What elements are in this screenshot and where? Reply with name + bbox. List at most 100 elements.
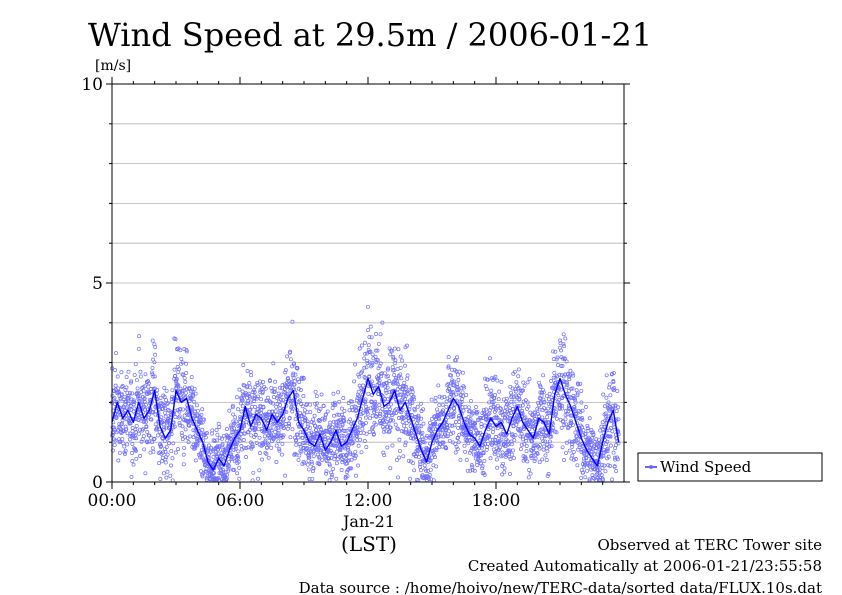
scatter-point xyxy=(421,407,426,412)
scatter-points xyxy=(110,304,621,483)
scatter-point xyxy=(405,343,409,348)
scatter-point xyxy=(601,392,606,397)
scatter-point xyxy=(371,430,375,434)
scatter-point xyxy=(311,417,316,422)
scatter-point xyxy=(608,426,613,430)
scatter-point xyxy=(146,384,151,389)
scatter-point xyxy=(199,454,204,459)
scatter-point xyxy=(308,410,313,415)
scatter-point xyxy=(327,478,332,483)
scatter-point xyxy=(399,429,404,434)
scatter-point xyxy=(340,412,345,417)
scatter-point xyxy=(168,473,173,478)
grid-lines xyxy=(112,123,624,443)
scatter-point xyxy=(392,373,397,377)
scatter-point xyxy=(336,423,341,428)
scatter-point xyxy=(588,446,593,451)
scatter-point xyxy=(199,469,203,474)
scatter-point xyxy=(571,373,576,378)
scatter-point xyxy=(561,332,566,337)
scatter-point xyxy=(388,352,393,357)
scatter-point xyxy=(183,390,188,395)
scatter-point xyxy=(574,388,579,393)
scatter-point xyxy=(237,476,242,481)
scatter-point xyxy=(612,455,617,460)
scatter-point xyxy=(500,413,505,418)
scatter-point xyxy=(460,370,465,375)
scatter-point xyxy=(607,385,612,390)
scatter-point xyxy=(560,445,565,450)
scatter-point xyxy=(291,371,296,376)
scatter-point xyxy=(356,425,361,430)
scatter-point xyxy=(591,452,596,457)
scatter-point xyxy=(151,449,156,454)
scatter-point xyxy=(398,372,403,377)
scatter-point xyxy=(325,409,330,414)
scatter-point xyxy=(174,377,179,382)
scatter-point xyxy=(501,461,505,466)
x-tick-label: 12:00 xyxy=(344,491,393,511)
scatter-point xyxy=(283,422,288,426)
scatter-point xyxy=(573,430,578,435)
scatter-point xyxy=(405,391,410,396)
scatter-point xyxy=(547,439,552,444)
scatter-point xyxy=(365,411,370,416)
scatter-point xyxy=(343,459,348,464)
scatter-point xyxy=(276,431,281,436)
scatter-point xyxy=(249,373,254,378)
scatter-point xyxy=(616,417,621,422)
scatter-point xyxy=(579,388,584,393)
scatter-point xyxy=(163,460,168,465)
scatter-point xyxy=(216,475,221,480)
scatter-point xyxy=(442,394,447,399)
scatter-point xyxy=(391,418,395,423)
scatter-point xyxy=(477,446,482,451)
scatter-point xyxy=(545,473,550,478)
scatter-point xyxy=(523,415,528,420)
y-axis: 0 5 10 xyxy=(81,75,630,493)
scatter-point xyxy=(363,415,368,420)
scatter-point xyxy=(348,417,353,422)
scatter-point xyxy=(313,389,318,394)
scatter-point xyxy=(240,428,245,433)
scatter-point xyxy=(546,472,551,476)
scatter-point xyxy=(385,381,390,386)
scatter-point xyxy=(458,393,463,398)
scatter-point xyxy=(221,468,226,473)
scatter-point xyxy=(491,400,496,405)
scatter-point xyxy=(331,391,336,396)
scatter-point xyxy=(212,471,216,476)
scatter-point xyxy=(137,431,141,436)
scatter-point xyxy=(255,382,260,387)
scatter-point xyxy=(313,401,318,406)
scatter-point xyxy=(187,423,192,428)
scatter-point xyxy=(315,432,320,436)
scatter-point xyxy=(390,443,395,448)
scatter-point xyxy=(587,416,592,421)
scatter-point xyxy=(287,416,292,420)
scatter-point xyxy=(138,369,143,374)
scatter-point xyxy=(556,363,560,367)
scatter-point xyxy=(616,405,621,410)
scatter-point xyxy=(251,388,256,393)
scatter-point xyxy=(540,430,545,435)
scatter-point xyxy=(268,400,273,405)
scatter-point xyxy=(198,420,203,425)
scatter-point xyxy=(428,467,433,472)
scatter-point xyxy=(171,441,176,446)
scatter-point xyxy=(495,378,500,383)
scatter-point xyxy=(271,401,276,406)
scatter-point xyxy=(389,410,394,415)
scatter-point xyxy=(488,356,492,361)
scatter-point xyxy=(516,385,521,390)
scatter-point xyxy=(367,335,372,340)
scatter-point xyxy=(582,452,587,457)
scatter-point xyxy=(122,399,127,404)
scatter-point xyxy=(496,397,501,402)
scatter-point xyxy=(545,449,550,454)
scatter-point xyxy=(220,442,225,447)
scatter-point xyxy=(387,407,392,412)
scatter-point xyxy=(447,423,452,428)
scatter-point xyxy=(388,425,393,430)
scatter-point xyxy=(151,437,156,442)
